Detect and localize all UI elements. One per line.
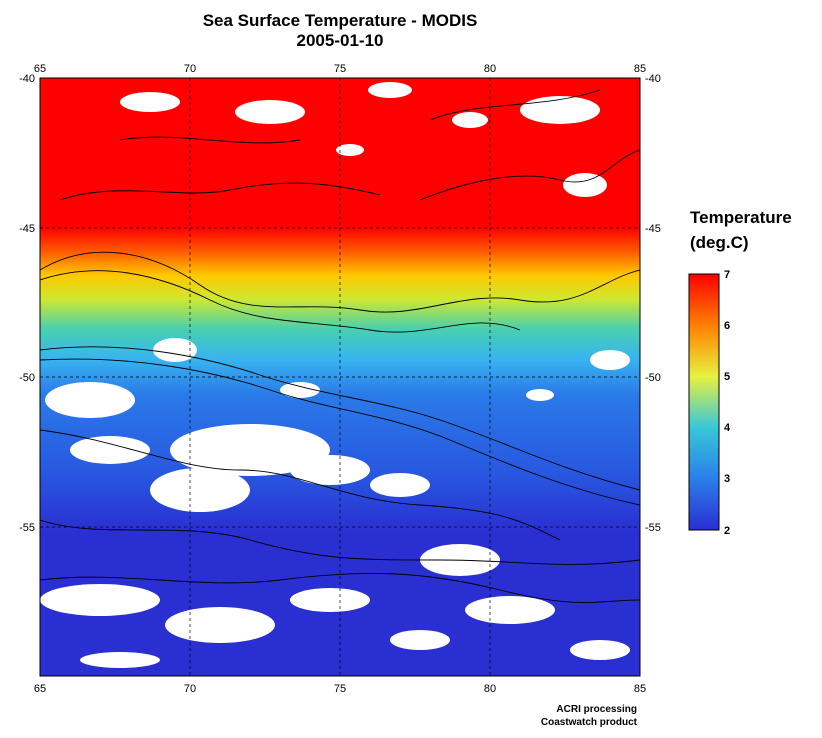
lon-tick-top: 80 <box>484 63 496 75</box>
lat-tick-right: -45 <box>645 223 661 235</box>
lon-tick-bottom: 75 <box>334 683 346 695</box>
legend-tick: 3 <box>724 473 730 485</box>
lon-tick-top: 75 <box>334 63 346 75</box>
lat-tick-right: -50 <box>645 372 661 384</box>
lat-tick-left: -55 <box>19 522 35 534</box>
lat-tick-right: -55 <box>645 522 661 534</box>
credit-product: Coastwatch product <box>541 717 637 728</box>
lat-tick-left: -40 <box>19 73 35 85</box>
lon-tick-bottom: 80 <box>484 683 496 695</box>
legend-tick: 7 <box>724 269 730 281</box>
legend-tick: 2 <box>724 525 730 537</box>
lon-tick-top: 65 <box>34 63 46 75</box>
lon-tick-top: 70 <box>184 63 196 75</box>
legend-title: Temperature <box>690 208 792 228</box>
legend-tick: 6 <box>724 320 730 332</box>
lat-tick-left: -45 <box>19 223 35 235</box>
legend-units: (deg.C) <box>690 233 749 253</box>
legend-tick: 5 <box>724 371 730 383</box>
lon-tick-bottom: 65 <box>34 683 46 695</box>
legend-colorbar <box>689 274 719 530</box>
lon-tick-bottom: 70 <box>184 683 196 695</box>
lat-tick-right: -40 <box>645 73 661 85</box>
legend-tick: 4 <box>724 422 731 434</box>
credit-processing: ACRI processing <box>556 704 637 715</box>
lon-tick-bottom: 85 <box>634 683 646 695</box>
lat-tick-left: -50 <box>19 372 35 384</box>
